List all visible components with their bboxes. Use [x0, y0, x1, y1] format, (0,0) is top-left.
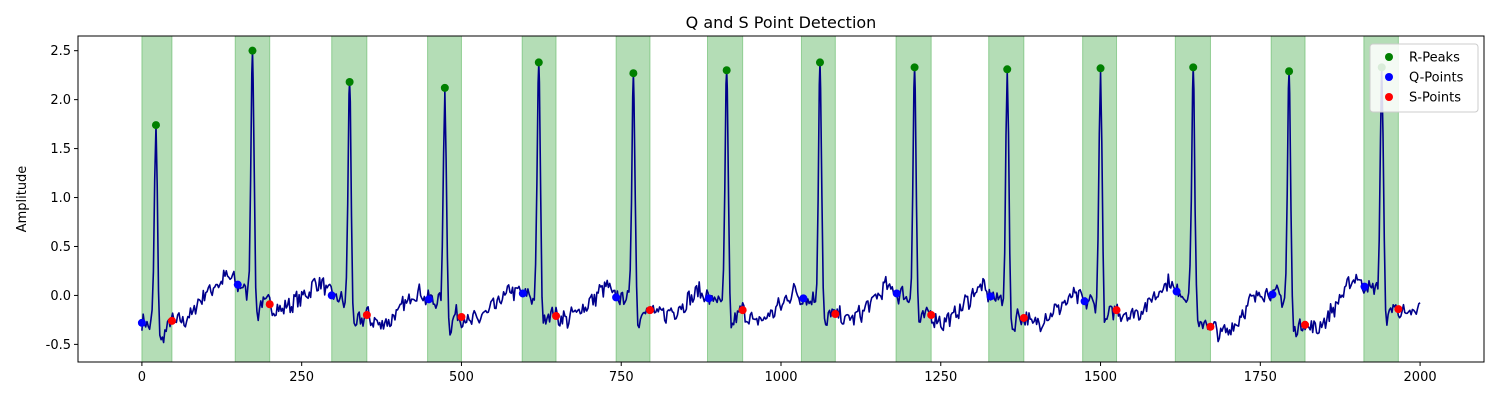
- r-peak-point: [910, 63, 919, 72]
- x-tick-label: 750: [609, 370, 634, 385]
- y-tick-label: 2.0: [50, 93, 71, 108]
- s-point: [265, 300, 274, 309]
- qrs-band: [800, 35, 836, 363]
- legend-box: [1369, 43, 1479, 113]
- s-point: [645, 306, 654, 315]
- signal-layer: [141, 49, 1421, 344]
- s-point: [552, 311, 561, 320]
- legend-marker: [1385, 53, 1393, 61]
- s-point: [831, 310, 840, 319]
- y-tick-label: 0.5: [50, 240, 71, 255]
- q-point: [233, 280, 242, 289]
- y-tick-label: -0.5: [46, 338, 71, 353]
- r-peak-point: [1285, 67, 1294, 76]
- q-point: [518, 289, 527, 298]
- r-peak-point: [534, 58, 543, 67]
- q-point: [1172, 287, 1181, 296]
- q-point: [704, 294, 713, 303]
- q-point: [892, 289, 901, 298]
- q-point: [137, 318, 146, 327]
- q-point: [986, 292, 995, 301]
- x-tick-label: 500: [449, 370, 474, 385]
- q-point: [1268, 290, 1277, 299]
- legend-marker: [1385, 93, 1393, 101]
- x-tick-label: 1500: [1084, 370, 1117, 385]
- r-peak-point: [1096, 64, 1105, 73]
- s-point: [927, 311, 936, 320]
- legend-label: Q-Points: [1409, 71, 1464, 86]
- r-peak-point: [345, 78, 354, 87]
- y-tick-label: 2.5: [50, 44, 71, 59]
- s-point: [1019, 313, 1028, 322]
- x-tick-label: 250: [289, 370, 314, 385]
- x-tick-label: 0: [138, 370, 146, 385]
- q-point: [1360, 282, 1369, 291]
- r-peak-point: [1189, 63, 1198, 72]
- legend-label: S-Points: [1409, 91, 1461, 106]
- x-tick-label: 1000: [764, 370, 797, 385]
- x-tick-label: 1250: [924, 370, 957, 385]
- s-point: [362, 311, 371, 320]
- legend: R-Peaks Q-Points S-Points: [1369, 43, 1479, 113]
- s-point: [1206, 322, 1215, 331]
- r-peak-point: [722, 66, 731, 75]
- s-point: [1394, 305, 1403, 314]
- q-point: [799, 294, 808, 303]
- chart-title: Q and S Point Detection: [686, 13, 877, 32]
- q-point: [424, 295, 433, 304]
- r-peak-point: [815, 58, 824, 67]
- r-peak-point: [440, 83, 449, 92]
- x-tick-label: 1750: [1244, 370, 1277, 385]
- r-peak-point: [1003, 65, 1012, 74]
- s-point: [1112, 306, 1121, 315]
- x-axis-ticks: 0 250 500 750 1000 1250 1500 1750 2000: [138, 362, 1437, 385]
- y-axis-ticks: -0.5 0.0 0.5 1.0 1.5 2.0 2.5: [46, 44, 78, 353]
- y-axis-label: Amplitude: [15, 166, 30, 233]
- s-point: [738, 306, 747, 315]
- s-point: [1301, 320, 1310, 329]
- y-tick-label: 1.5: [50, 142, 71, 157]
- s-point: [167, 316, 176, 325]
- q-point: [327, 291, 336, 300]
- s-point: [457, 312, 466, 321]
- r-peak-point: [629, 69, 638, 78]
- x-tick-label: 2000: [1404, 370, 1437, 385]
- legend-marker: [1385, 73, 1393, 81]
- r-peak-point: [248, 46, 257, 55]
- q-point: [612, 293, 621, 302]
- ecg-signal-line: [141, 49, 1421, 344]
- legend-label: R-Peaks: [1409, 51, 1460, 66]
- y-tick-label: 0.0: [50, 289, 71, 304]
- q-point: [1080, 297, 1089, 306]
- y-tick-label: 1.0: [50, 191, 71, 206]
- r-peak-point: [151, 121, 160, 130]
